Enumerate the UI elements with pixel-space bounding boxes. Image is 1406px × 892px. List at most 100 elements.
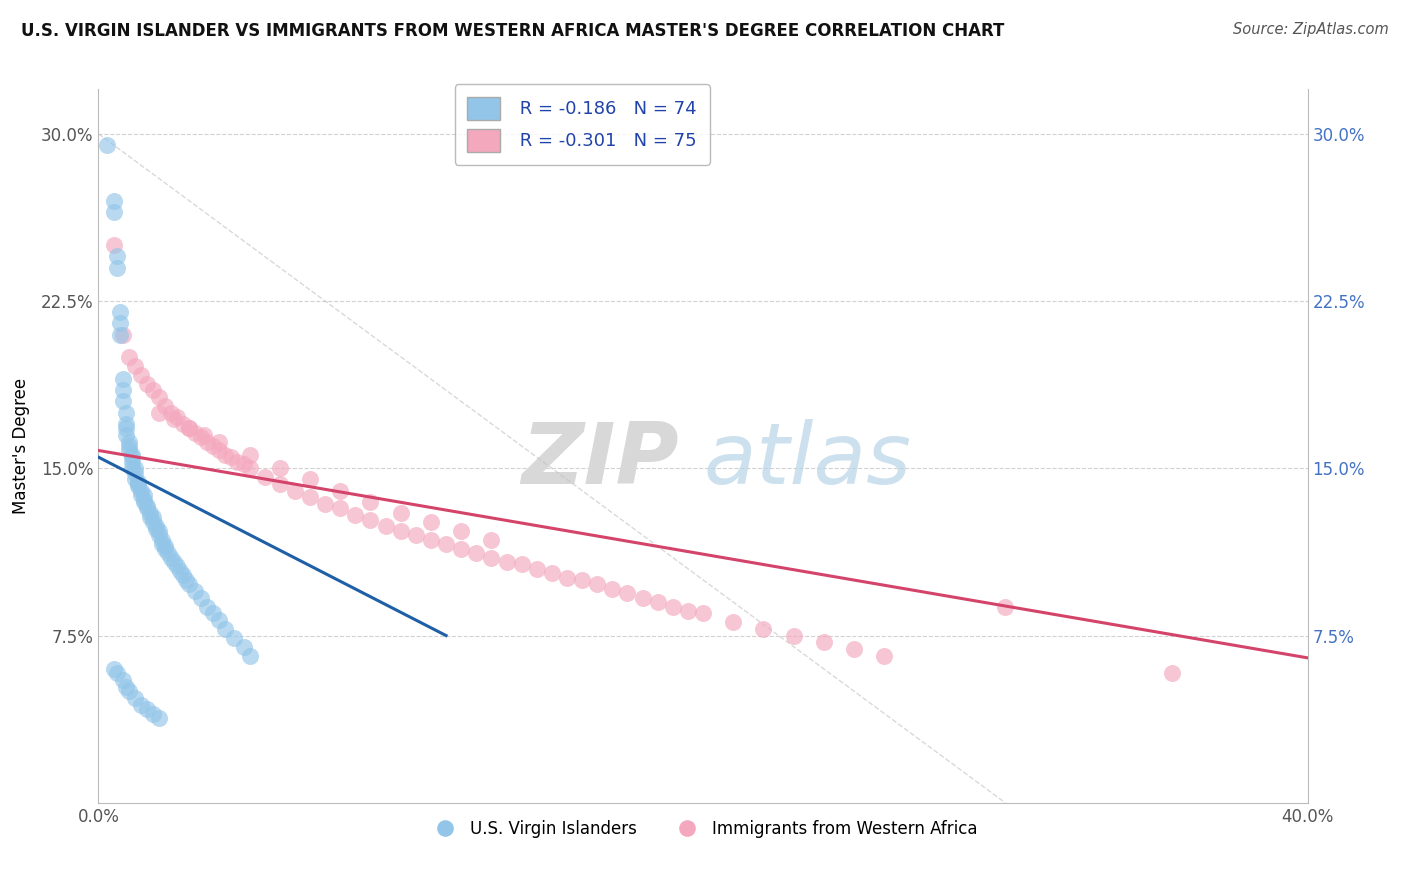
Point — [195, 599, 218, 614]
Point — [172, 568, 194, 582]
Point — [723, 615, 745, 630]
Point — [510, 557, 533, 572]
Point — [374, 519, 396, 533]
Point — [676, 604, 699, 618]
Point — [148, 711, 170, 725]
Point — [129, 368, 152, 382]
Point — [142, 515, 165, 529]
Point — [179, 421, 201, 435]
Point — [571, 573, 593, 587]
Point — [118, 443, 141, 458]
Point — [132, 494, 155, 508]
Point — [208, 443, 231, 458]
Point — [163, 412, 186, 426]
Text: atlas: atlas — [703, 418, 911, 502]
Point — [450, 541, 472, 556]
Point — [145, 521, 167, 535]
Point — [214, 448, 236, 462]
Point — [329, 483, 352, 498]
Point — [118, 684, 141, 698]
Point — [195, 434, 218, 449]
Point — [127, 479, 149, 493]
Point — [148, 405, 170, 419]
Point — [139, 506, 162, 520]
Point — [150, 533, 173, 547]
Point — [752, 622, 775, 636]
Point — [160, 405, 183, 419]
Point — [174, 573, 197, 587]
Point — [661, 599, 683, 614]
Point — [135, 501, 157, 516]
Point — [631, 591, 654, 605]
Point — [202, 439, 225, 453]
Point — [111, 372, 134, 386]
Point — [540, 566, 562, 581]
Point — [121, 450, 143, 464]
Point — [124, 690, 146, 705]
Point — [450, 524, 472, 538]
Point — [139, 510, 162, 524]
Point — [135, 702, 157, 716]
Point — [132, 492, 155, 507]
Point — [344, 508, 367, 522]
Point — [148, 528, 170, 542]
Point — [239, 461, 262, 475]
Point — [420, 533, 443, 547]
Point — [114, 417, 136, 431]
Point — [873, 648, 896, 663]
Point — [1160, 666, 1182, 681]
Text: U.S. VIRGIN ISLANDER VS IMMIGRANTS FROM WESTERN AFRICA MASTER'S DEGREE CORRELATI: U.S. VIRGIN ISLANDER VS IMMIGRANTS FROM … — [21, 22, 1004, 40]
Point — [193, 427, 215, 442]
Point — [994, 599, 1017, 614]
Point — [239, 648, 262, 663]
Text: Source: ZipAtlas.com: Source: ZipAtlas.com — [1233, 22, 1389, 37]
Point — [160, 550, 183, 565]
Legend: U.S. Virgin Islanders, Immigrants from Western Africa: U.S. Virgin Islanders, Immigrants from W… — [422, 814, 984, 845]
Point — [329, 501, 352, 516]
Point — [156, 546, 179, 560]
Y-axis label: Master's Degree: Master's Degree — [11, 378, 30, 514]
Point — [813, 635, 835, 649]
Point — [142, 384, 165, 398]
Point — [166, 409, 188, 424]
Point — [103, 238, 125, 252]
Point — [124, 359, 146, 373]
Point — [420, 515, 443, 529]
Point — [111, 394, 134, 409]
Point — [129, 698, 152, 712]
Point — [132, 488, 155, 502]
Point — [108, 327, 131, 342]
Point — [232, 640, 254, 654]
Point — [465, 546, 488, 560]
Point — [105, 249, 128, 264]
Point — [127, 475, 149, 489]
Point — [221, 450, 243, 464]
Point — [647, 595, 669, 609]
Point — [148, 524, 170, 538]
Point — [214, 622, 236, 636]
Point — [269, 476, 291, 491]
Point — [360, 494, 382, 508]
Point — [844, 642, 866, 657]
Point — [481, 550, 503, 565]
Point — [190, 591, 212, 605]
Point — [105, 666, 128, 681]
Point — [129, 483, 152, 498]
Point — [118, 434, 141, 449]
Point — [184, 425, 207, 440]
Point — [103, 194, 125, 208]
Point — [299, 490, 322, 504]
Point — [111, 673, 134, 687]
Point — [153, 399, 176, 413]
Point — [586, 577, 609, 591]
Point — [526, 562, 548, 576]
Point — [434, 537, 457, 551]
Point — [360, 512, 382, 526]
Point — [153, 541, 176, 556]
Point — [121, 448, 143, 462]
Point — [129, 488, 152, 502]
Text: ZIP: ZIP — [522, 418, 679, 502]
Point — [284, 483, 307, 498]
Point — [232, 457, 254, 471]
Point — [224, 631, 246, 645]
